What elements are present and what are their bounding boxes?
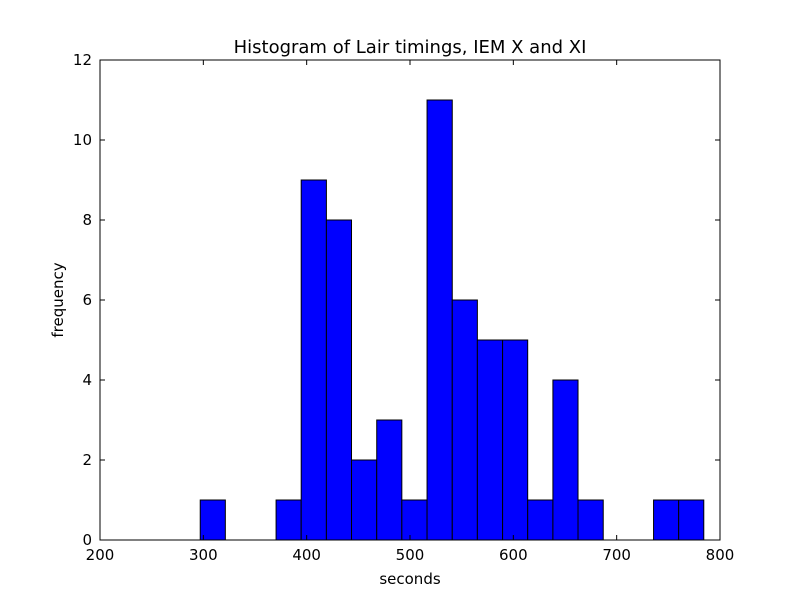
- x-tick-label-2: 400: [292, 546, 321, 564]
- histogram-bar-15: [678, 499, 705, 541]
- x-tick-label-5: 700: [602, 546, 631, 564]
- x-tick-label-4: 600: [499, 546, 528, 564]
- y-tick-label-5: 10: [73, 131, 92, 149]
- histogram-bar-12: [552, 379, 579, 541]
- y-axis-title: frequency: [49, 262, 67, 337]
- chart-title: Histogram of Lair timings, IEM X and XI: [234, 37, 587, 58]
- bars-group: [199, 99, 705, 541]
- histogram-bar-5: [376, 419, 403, 541]
- y-tick-label-2: 4: [82, 371, 92, 389]
- histogram-bar-13: [577, 499, 604, 541]
- histogram-bar-7: [426, 99, 453, 541]
- y-tick-label-0: 0: [82, 531, 92, 549]
- histogram-bar-2: [300, 179, 327, 541]
- x-tick-label-1: 300: [189, 546, 218, 564]
- y-tick-label-4: 8: [82, 211, 92, 229]
- x-axis-title: seconds: [379, 570, 440, 588]
- histogram-bar-6: [401, 499, 428, 541]
- histogram-bar-9: [476, 339, 504, 541]
- y-tick-label-1: 2: [82, 451, 92, 469]
- histogram-bar-10: [502, 339, 529, 541]
- x-tick-label-3: 500: [396, 546, 425, 564]
- histogram-bar-0: [199, 499, 226, 541]
- plot-frame: [99, 59, 721, 541]
- histogram-bar-3: [325, 219, 353, 541]
- histogram-bar-1: [275, 499, 302, 541]
- histogram-bar-4: [351, 459, 378, 541]
- histogram-bar-11: [527, 499, 554, 541]
- ticks-group: 200 300 400 500 600 700 800 0 2 4 6 8 10 12: [73, 51, 734, 564]
- y-tick-label-6: 12: [73, 51, 92, 69]
- y-tick-label-3: 6: [82, 291, 92, 309]
- histogram-bar-14: [653, 499, 680, 541]
- x-tick-label-0: 200: [86, 546, 115, 564]
- x-tick-label-6: 800: [706, 546, 735, 564]
- histogram-bar-8: [451, 299, 478, 541]
